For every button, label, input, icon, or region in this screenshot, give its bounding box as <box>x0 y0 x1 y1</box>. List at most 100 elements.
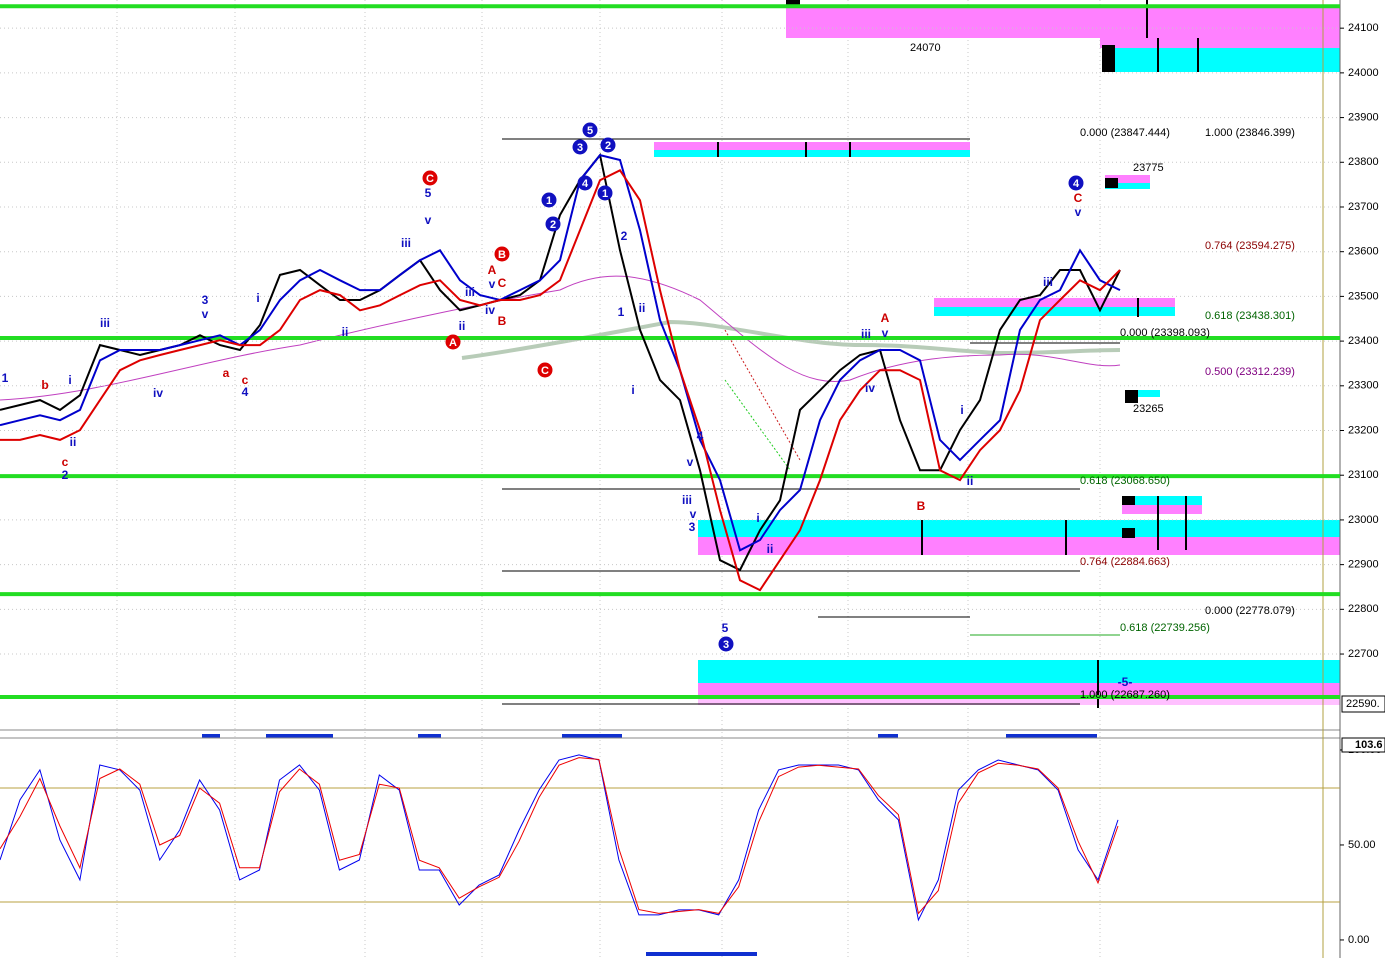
y-tick-label: 23100 <box>1348 469 1379 481</box>
wave-label: v <box>489 277 496 291</box>
wave-label: C <box>541 365 549 377</box>
price-label: 24070 <box>910 42 941 54</box>
wave-label: 5 <box>425 186 432 200</box>
wave-label: iv <box>865 381 875 395</box>
wave-label: 5 <box>722 621 729 635</box>
series-line <box>0 754 1119 922</box>
series-line <box>0 153 1121 552</box>
y-tick-label: 22900 <box>1348 559 1379 571</box>
wave-label: 3 <box>689 520 696 534</box>
fib-label: 0.000 (22778.079) <box>1205 605 1295 617</box>
wave-label: v <box>1075 205 1082 219</box>
wave-label: 3 <box>202 293 209 307</box>
y-tick-label: 23800 <box>1348 156 1379 168</box>
value-label: 103.6 <box>1355 739 1383 751</box>
wave-label: a <box>223 366 230 380</box>
wave-label: 1 <box>2 371 9 385</box>
wave-label: 4 <box>1073 178 1080 190</box>
fib-label: 0.000 (23847.444) <box>1080 127 1170 139</box>
y-tick-label: 22700 <box>1348 648 1379 660</box>
zone-ticks <box>717 0 1199 708</box>
wave-label: v <box>425 213 432 227</box>
wave-label: i <box>256 291 259 305</box>
wave-label: 2 <box>605 140 611 152</box>
wave-label: iii <box>861 327 871 341</box>
wave-label: i <box>960 403 963 417</box>
y-tick-label: 23300 <box>1348 380 1379 392</box>
wave-label: c <box>62 455 69 469</box>
wave-label: 3 <box>577 142 583 154</box>
wave-label: C <box>498 276 507 290</box>
wave-label: B <box>498 249 506 261</box>
y-tick-label: 50.00 <box>1348 839 1376 851</box>
wave-circle <box>445 334 461 350</box>
wave-label: 2 <box>62 468 69 482</box>
y-tick-label: 0.00 <box>1348 934 1369 946</box>
price-label: 23265 <box>1133 403 1164 415</box>
fib-label: 0.500 (23312.239) <box>1205 366 1295 378</box>
wave-label: iv <box>485 303 495 317</box>
wave-label: v <box>202 307 209 321</box>
wave-label: iii <box>100 316 110 330</box>
wave-label: v <box>687 455 694 469</box>
wave-label: ii <box>342 325 349 339</box>
wave-label: iii <box>401 236 411 250</box>
wave-label: 4 <box>582 178 589 190</box>
wave-circle <box>494 246 510 262</box>
fib-label: 0.618 (23068.650) <box>1080 475 1170 487</box>
wave-label: v <box>690 507 697 521</box>
y-tick-label: 23900 <box>1348 111 1379 123</box>
y-tick-label: 23200 <box>1348 424 1379 436</box>
series-line <box>0 152 1121 572</box>
fib-lines <box>502 138 1120 705</box>
wave-label: A <box>449 337 457 349</box>
value-box <box>1341 737 1385 753</box>
y-tick-label: 23600 <box>1348 246 1379 258</box>
wave-circle <box>577 175 593 191</box>
price-box <box>1341 695 1385 713</box>
wave-circle <box>545 216 561 232</box>
wave-circle <box>572 139 588 155</box>
wave-label: i <box>756 511 759 525</box>
wave-label: ii <box>459 319 466 333</box>
wave-label: A <box>881 311 890 325</box>
fib-label: 0.764 (22884.663) <box>1080 556 1170 568</box>
wave-label: A <box>488 263 497 277</box>
trend-line <box>724 379 791 471</box>
wave-label: 2 <box>550 219 556 231</box>
wave-label: iii <box>1043 275 1053 289</box>
wave-label: iii <box>682 493 692 507</box>
slow-average <box>0 275 1121 401</box>
wave-label: 5 <box>587 125 593 137</box>
wave-label: -5- <box>1118 675 1133 689</box>
wave-circle <box>1068 175 1084 191</box>
price-label: 23775 <box>1133 162 1164 174</box>
fib-label: 0.618 (23438.301) <box>1205 310 1295 322</box>
wave-label: iv <box>153 386 163 400</box>
zones <box>654 0 1340 705</box>
wave-label: i <box>68 373 71 387</box>
wave-circle <box>541 192 557 208</box>
fib-label: 0.000 (23398.093) <box>1120 327 1210 339</box>
trend-line <box>724 329 801 461</box>
fib-label: 0.764 (23594.275) <box>1205 240 1295 252</box>
wave-label: 4 <box>242 385 249 399</box>
wave-label: 3 <box>723 639 729 651</box>
wave-circle <box>597 185 613 201</box>
wave-label: 4 <box>697 429 704 443</box>
wave-label: B <box>917 499 926 513</box>
wave-label: 1 <box>602 188 608 200</box>
wave-circle <box>582 122 598 138</box>
wave-label: ii <box>639 301 646 315</box>
y-tick-label: 22800 <box>1348 603 1379 615</box>
wave-circle <box>718 636 734 652</box>
fib-label: 1.000 (23846.399) <box>1205 127 1295 139</box>
y-tick-label: 23000 <box>1348 514 1379 526</box>
signal-bars <box>202 734 1097 956</box>
wave-circle <box>422 170 438 186</box>
y-tick-label: 23700 <box>1348 201 1379 213</box>
series-line <box>0 757 1119 915</box>
wave-label: v <box>882 326 889 340</box>
